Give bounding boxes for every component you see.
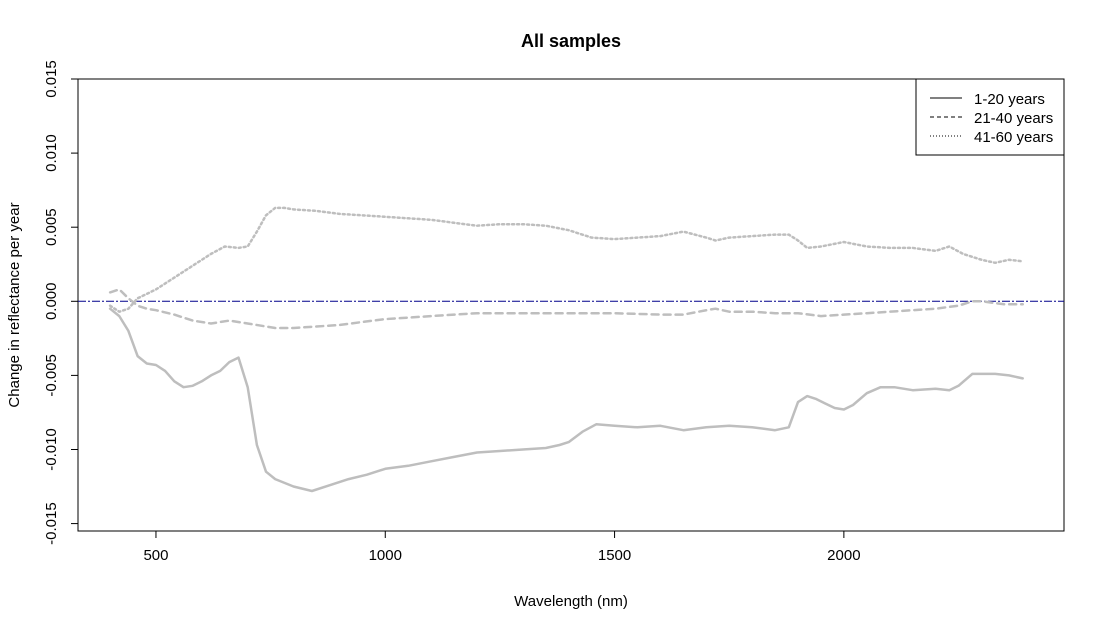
x-tick-label: 500 (143, 547, 168, 564)
legend-label-1-20: 1-20 years (974, 91, 1045, 108)
series-line-1-20-years (108, 307, 1024, 493)
series-group (108, 206, 1024, 493)
x-tick-label: 1500 (598, 547, 631, 564)
y-tick-label: -0.015 (43, 502, 60, 545)
y-tick-label: -0.005 (43, 354, 60, 397)
legend-label-41-60: 41-60 years (974, 129, 1053, 146)
x-axis-label: Wavelength (nm) (514, 593, 628, 610)
y-tick-label: 0.015 (43, 60, 60, 98)
plot-area-frame (77, 78, 1065, 532)
y-axis-label: Change in reflectance per year (6, 202, 23, 407)
y-tick-label: 0.005 (43, 208, 60, 246)
x-tick-label: 1000 (369, 547, 402, 564)
y-tick-label: 0.010 (43, 134, 60, 172)
y-tick-label: -0.010 (43, 428, 60, 471)
x-tick-label: 2000 (827, 547, 860, 564)
series-line-21-40-years (108, 288, 1024, 330)
series-line-41-60-years (108, 206, 1024, 313)
y-axis: -0.015 -0.010 -0.005 0.000 0.005 0.010 0.015 (43, 60, 78, 545)
y-tick-label: 0.000 (43, 283, 60, 321)
chart-title: All samples (521, 31, 621, 51)
x-axis: 500 1000 1500 2000 (143, 531, 861, 564)
legend: 1-20 years 21-40 years 41-60 years (915, 78, 1065, 156)
legend-label-21-40: 21-40 years (974, 110, 1053, 127)
